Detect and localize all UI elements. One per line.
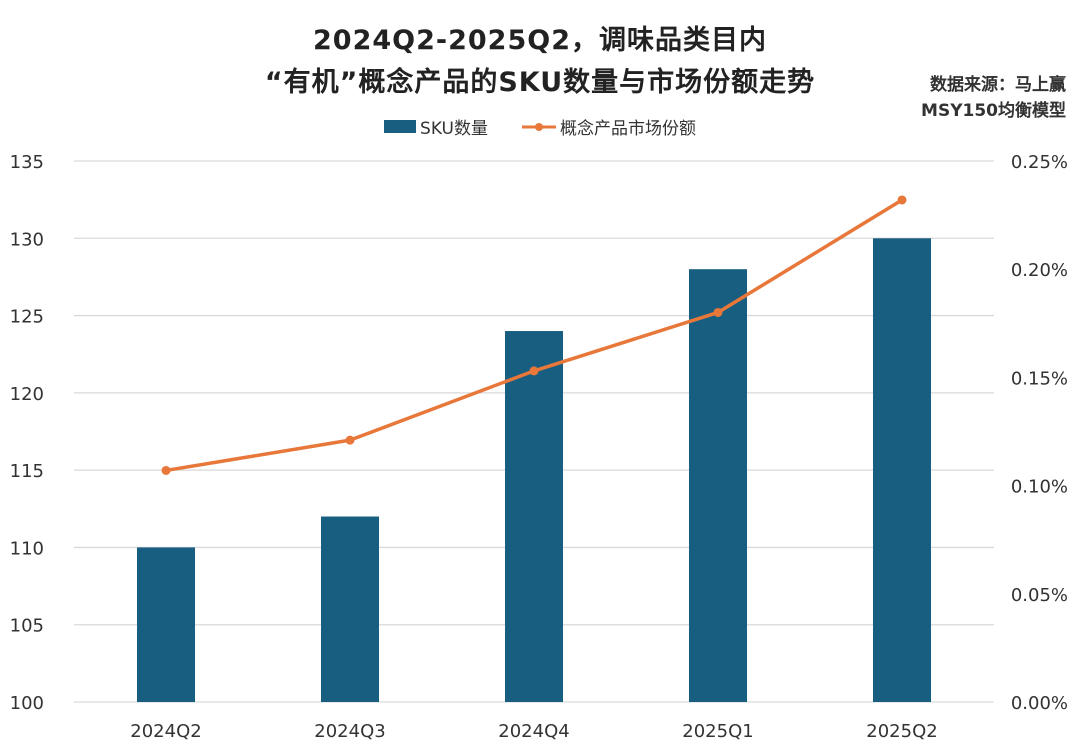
x-axis-tick-label: 2025Q1 [682, 721, 753, 742]
x-axis-tick-label: 2025Q2 [866, 721, 937, 742]
share-point-2025Q1 [713, 307, 723, 317]
chart-title-line1: 2024Q2-2025Q2，调味品类目内 [313, 25, 767, 56]
left-axis-tick-label: 120 [10, 384, 44, 405]
right-axis-tick-label: 0.00% [1011, 693, 1068, 714]
right-axis-tick-label: 0.25% [1011, 152, 1068, 173]
legend-line-swatch [521, 122, 556, 131]
left-axis-tick-label: 100 [10, 693, 44, 714]
right-axis-tick-label: 0.05% [1011, 585, 1068, 606]
right-axis-tick-label: 0.15% [1011, 368, 1068, 389]
bar-2025Q1 [689, 269, 747, 702]
left-axis-tick-label: 115 [10, 461, 44, 482]
left-axis-tick-label: 110 [10, 538, 44, 559]
share-point-2024Q4 [529, 366, 539, 376]
left-axis-tick-label: 105 [10, 616, 44, 637]
x-axis-tick-label: 2024Q3 [314, 721, 385, 742]
left-axis-tick-label: 135 [10, 152, 44, 173]
legend-item-share: 概念产品市场份额 [521, 114, 696, 139]
right-axis-tick-label: 0.10% [1011, 477, 1068, 498]
share-point-2024Q3 [345, 435, 355, 445]
legend-label-sku: SKU数量 [420, 119, 488, 139]
source-line2: MSY150均衡模型 [921, 101, 1066, 121]
left-axis-tick-label: 125 [10, 307, 44, 328]
bar-2024Q2 [137, 547, 195, 702]
legend-item-sku: SKU数量 [384, 114, 488, 139]
share-point-2025Q2 [897, 195, 907, 205]
share-point-2024Q2 [161, 465, 171, 475]
left-axis-tick-label: 130 [10, 229, 44, 250]
x-axis-tick-label: 2024Q2 [130, 721, 201, 742]
bar-2024Q4 [505, 331, 563, 702]
x-axis-tick-label: 2024Q4 [498, 721, 569, 742]
legend-label-share: 概念产品市场份额 [559, 119, 696, 139]
right-axis-tick-label: 0.20% [1011, 260, 1068, 281]
bar-2025Q2 [873, 238, 931, 703]
source-line1: 数据来源：马上赢 [930, 75, 1066, 95]
chart-title-line2: “有机”概念产品的SKU数量与市场份额走势 [264, 67, 816, 98]
bar-2024Q3 [321, 516, 379, 702]
legend: SKU数量 概念产品市场份额 [0, 114, 1080, 139]
legend-bar-swatch [384, 120, 417, 133]
